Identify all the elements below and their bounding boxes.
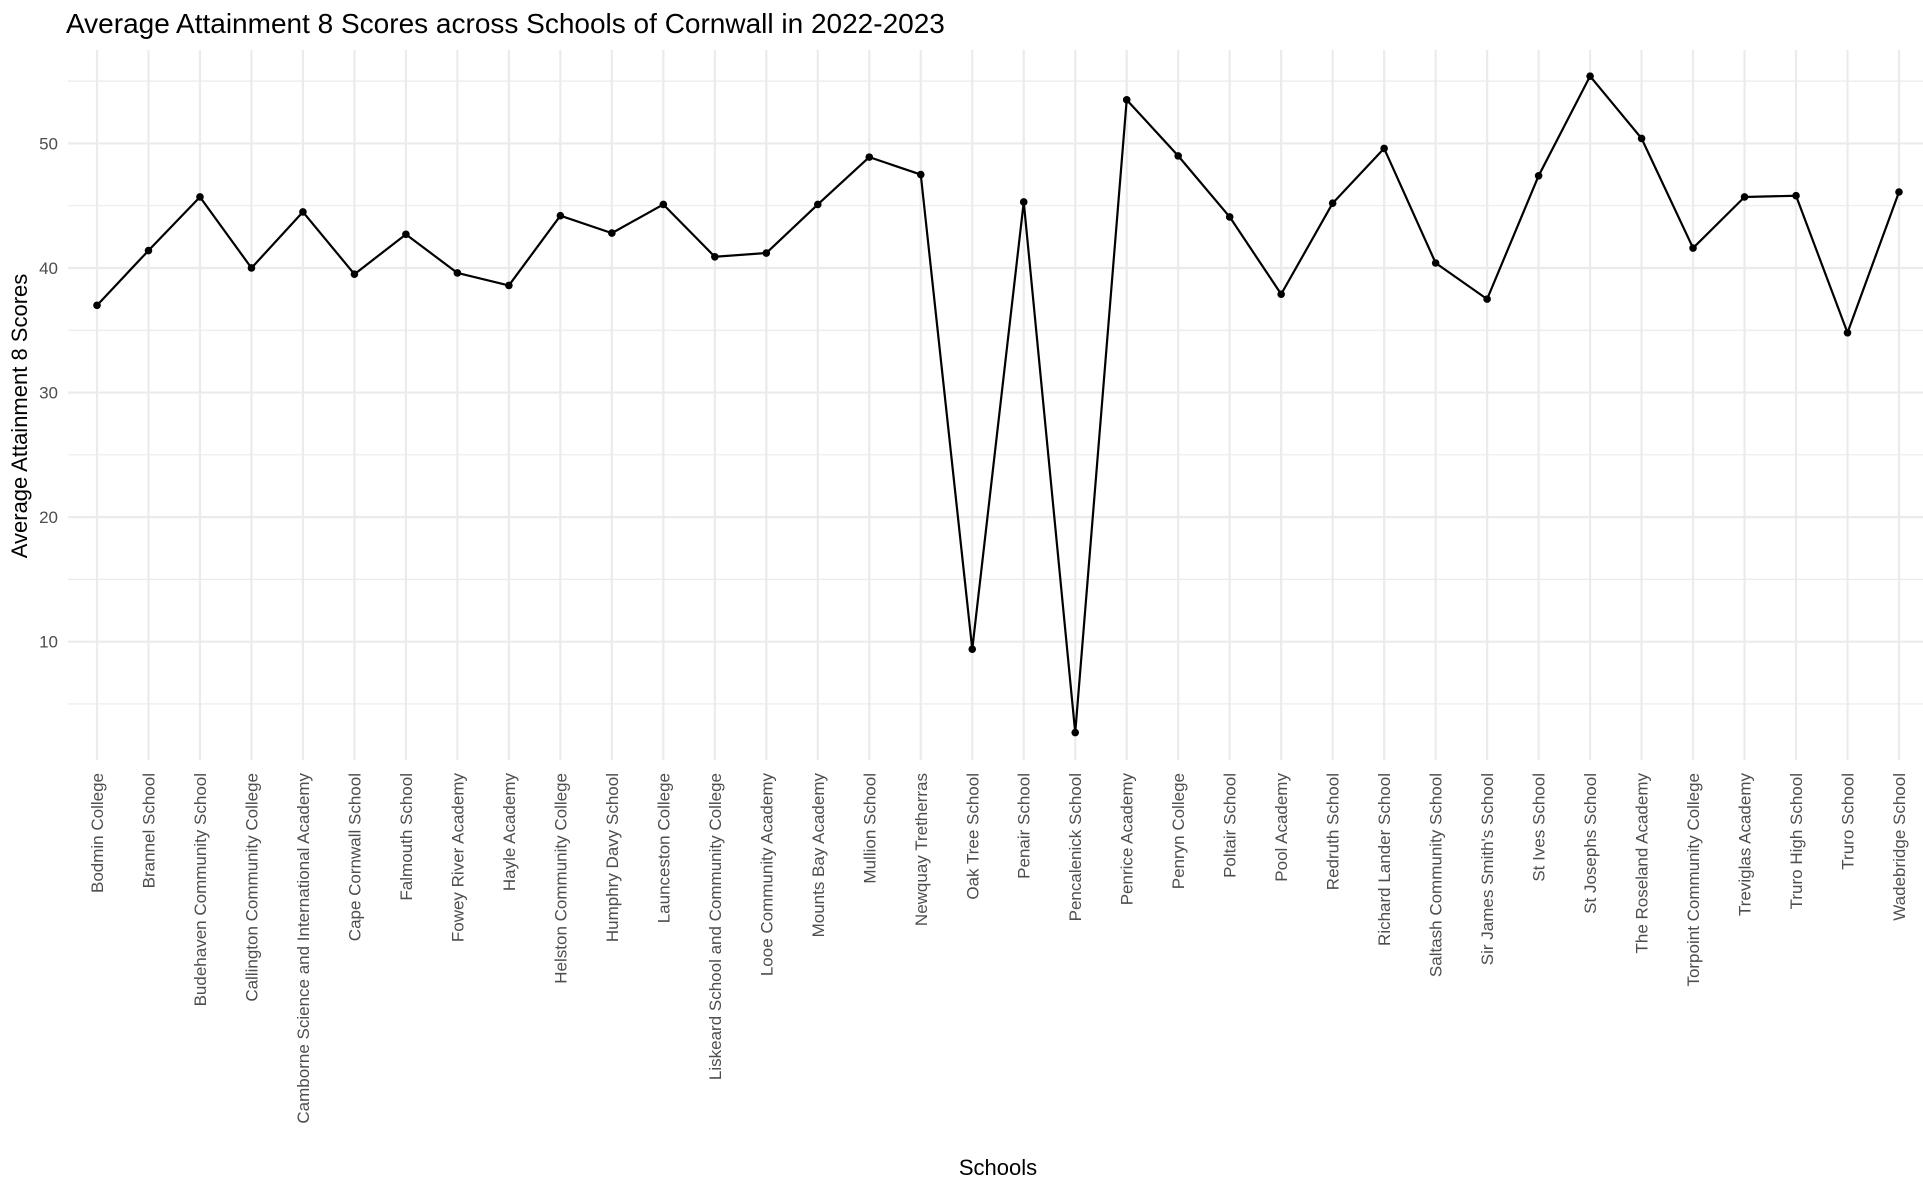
x-tick-label: Looe Community Academy — [757, 773, 776, 977]
data-point — [968, 645, 977, 653]
data-point — [1895, 188, 1903, 196]
x-tick-label: Newquay Tretherras — [912, 773, 931, 926]
data-point — [1019, 198, 1028, 206]
x-tick-label: Helston Community College — [551, 773, 570, 984]
x-tick-label: Callington Community College — [242, 773, 261, 1002]
x-tick-label: Hayle Academy — [500, 773, 519, 892]
data-point — [1689, 244, 1697, 252]
data-point — [1328, 199, 1337, 208]
data-point — [350, 270, 359, 279]
x-tick-label: Launceston College — [654, 773, 673, 923]
x-tick-label: St Josephs School — [1581, 773, 1600, 914]
x-tick-label: Cape Cornwall School — [345, 773, 364, 941]
data-point — [608, 229, 616, 237]
data-point — [1431, 259, 1440, 267]
data-point — [1071, 728, 1080, 737]
data-points — [93, 72, 1903, 737]
y-tick-label: 40 — [39, 259, 58, 278]
x-tick-label: Bodmin College — [88, 773, 107, 893]
data-point — [144, 246, 153, 255]
x-tick-label: Liskeard School and Community College — [706, 773, 725, 1080]
data-point — [1843, 328, 1852, 337]
x-tick-label: St Ives School — [1530, 773, 1549, 882]
x-tick-label: Truro School — [1839, 773, 1858, 870]
x-tick-label: Oak Tree School — [963, 773, 982, 900]
x-tick-label: Pencalenick School — [1066, 773, 1085, 921]
data-point — [865, 153, 874, 161]
x-tick-label: Richard Lander School — [1375, 773, 1394, 946]
x-axis-label: Schools — [958, 1155, 1038, 1180]
y-tick-labels: 10 20 30 40 50 — [39, 134, 58, 651]
x-tick-label: Pool Academy — [1272, 773, 1291, 882]
data-point — [402, 230, 410, 239]
x-tick-label: Penair School — [1015, 773, 1034, 879]
data-point — [1122, 96, 1131, 104]
data-point — [1225, 213, 1234, 221]
data-point — [1792, 191, 1800, 200]
chart-title: Average Attainment 8 Scores across Schoo… — [66, 8, 945, 39]
x-tick-label: The Roseland Academy — [1633, 773, 1652, 954]
x-tick-labels: Bodmin College Brannel School Budehaven Co… — [88, 773, 1909, 1124]
x-tick-label: Truro High School — [1787, 773, 1806, 909]
data-point — [1534, 172, 1543, 180]
x-tick-label: Treviglas Academy — [1736, 773, 1755, 916]
x-tick-label: Torpoint Community College — [1684, 773, 1703, 987]
data-point — [1277, 290, 1285, 298]
x-tick-label: Budehaven Community School — [191, 773, 210, 1006]
data-point — [762, 249, 771, 257]
x-tick-label: Redruth School — [1324, 773, 1343, 890]
x-tick-label: Mounts Bay Academy — [809, 773, 828, 938]
data-point — [247, 264, 256, 272]
x-tick-label: Poltair School — [1221, 773, 1240, 878]
x-tick-label: Mullion School — [860, 773, 879, 884]
y-tick-label: 30 — [39, 384, 58, 403]
data-point — [93, 301, 101, 310]
x-tick-label: Humphry Davy School — [603, 773, 622, 942]
data-point — [453, 269, 462, 277]
x-tick-label: Sir James Smith's School — [1478, 773, 1497, 965]
data-point — [1586, 72, 1594, 80]
data-point — [556, 211, 565, 220]
data-point — [1483, 295, 1491, 303]
x-tick-label: Wadebridge School — [1890, 773, 1909, 921]
x-tick-label: Brannel School — [139, 773, 158, 888]
data-point — [916, 170, 925, 179]
x-tick-label: Falmouth School — [397, 773, 416, 901]
x-tick-label: Penryn College — [1169, 773, 1188, 889]
y-tick-label: 50 — [39, 134, 58, 153]
series-line — [96, 75, 1901, 734]
x-tick-label: Camborne Science and International Acade… — [294, 773, 313, 1124]
data-point — [1380, 144, 1388, 153]
data-point — [196, 193, 204, 201]
major-gridlines — [68, 50, 1923, 760]
data-point — [1637, 134, 1646, 143]
data-point — [659, 200, 668, 209]
data-point — [505, 281, 513, 290]
data-point — [1174, 152, 1182, 160]
x-tick-label: Penrice Academy — [1118, 773, 1137, 906]
y-tick-label: 10 — [39, 633, 58, 652]
data-point — [711, 252, 719, 261]
x-tick-label: Fowey River Academy — [448, 773, 467, 943]
data-point — [814, 200, 822, 209]
y-tick-label: 20 — [39, 508, 58, 527]
data-point — [1740, 193, 1749, 201]
x-tick-label: Saltash Community School — [1427, 773, 1446, 977]
data-point — [299, 208, 307, 216]
